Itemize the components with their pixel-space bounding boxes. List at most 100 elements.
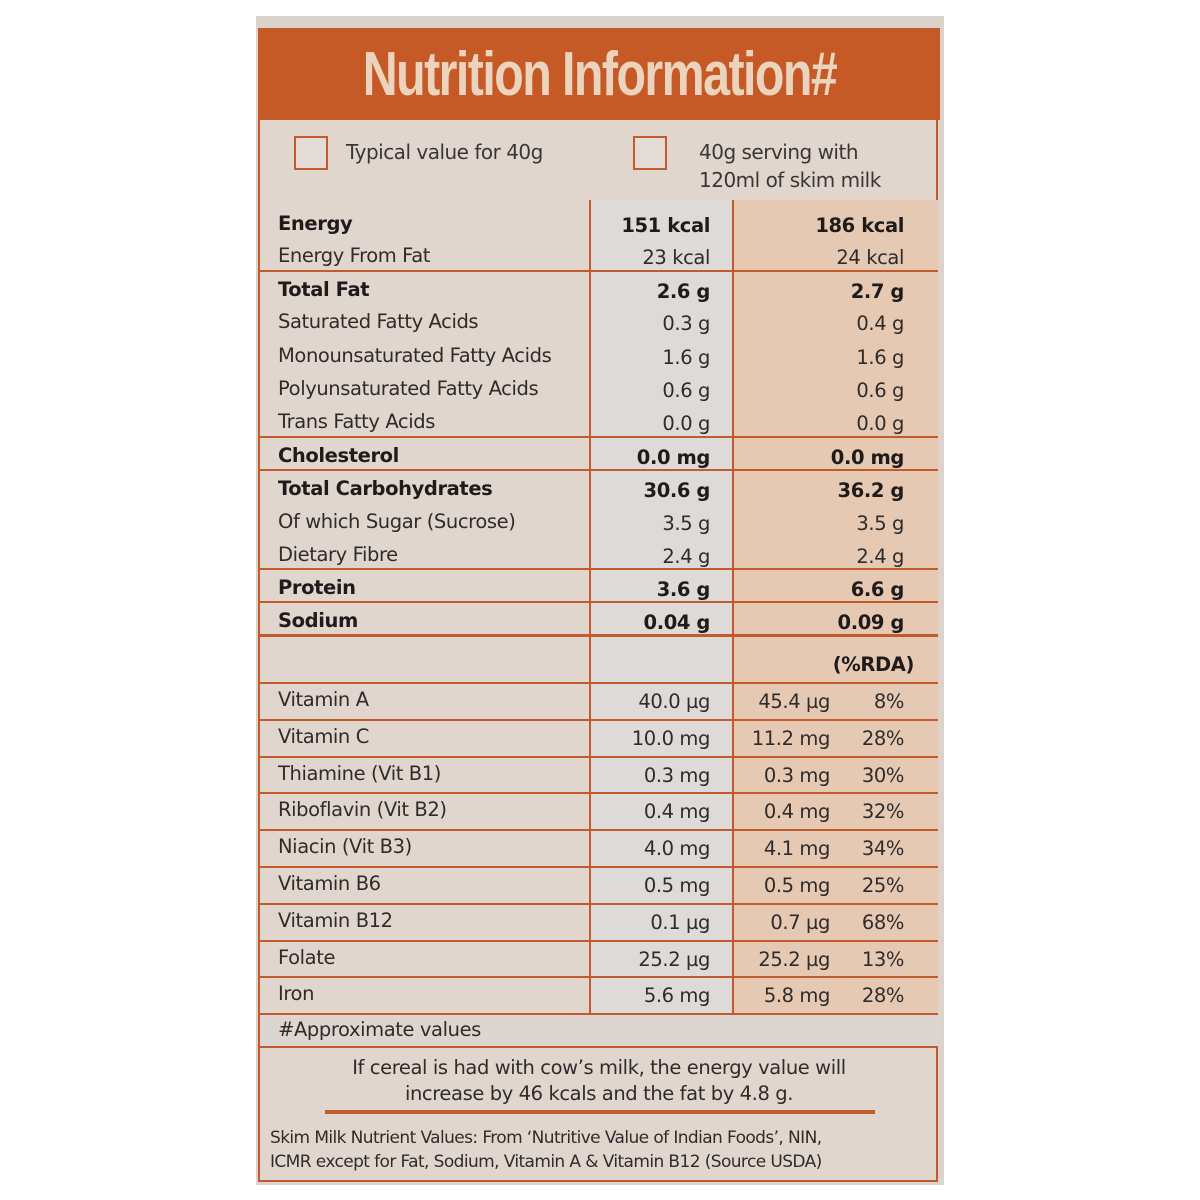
value-with-milk: 0.5 mg: [763, 874, 831, 897]
value-with-milk: 1.6 g: [856, 346, 904, 369]
nutrient-label: Polyunsaturated Fatty Acids: [278, 377, 539, 400]
footnote: #Approximate values: [278, 1018, 481, 1041]
row-divider: [260, 634, 938, 637]
legend-label-milk-line2: 120ml of skim milk: [699, 168, 881, 192]
row-divider: [260, 568, 938, 570]
value-with-milk: 11.2 mg: [751, 727, 831, 750]
value-per-40g: 0.0 g: [662, 412, 710, 435]
row-divider: [260, 270, 938, 272]
rda-header: (%RDA): [832, 653, 915, 676]
nutrient-label: Protein: [278, 576, 356, 599]
rda-percent: 68%: [861, 911, 905, 934]
value-with-milk: 36.2 g: [837, 479, 905, 502]
value-with-milk: 0.09 g: [837, 611, 905, 634]
value-per-40g: 5.6 mg: [643, 984, 711, 1007]
divider-rule: [325, 1110, 875, 1114]
value-with-milk: 0.0 g: [856, 412, 904, 435]
nutrient-label: Dietary Fibre: [278, 543, 398, 566]
value-per-40g: 30.6 g: [643, 479, 711, 502]
rda-percent: 28%: [861, 727, 905, 750]
nutrition-table: Energy 151 kcal 186 kcal Energy From Fat 23 …: [260, 200, 938, 1015]
rda-percent: 28%: [861, 984, 905, 1007]
row-divider: [260, 940, 938, 942]
row-divider: [260, 469, 938, 471]
value-per-40g: 1.6 g: [662, 346, 710, 369]
rda-percent: 32%: [861, 800, 905, 823]
row-divider: [260, 903, 938, 905]
column-legend: Typical value for 40g 40g serving with 1…: [258, 130, 940, 198]
nutrient-label: Energy From Fat: [278, 244, 430, 267]
with-milk-column: [733, 200, 938, 1015]
title-banner: Nutrition Information#: [258, 28, 940, 120]
nutrient-label: Of which Sugar (Sucrose): [278, 510, 516, 533]
source-note: Skim Milk Nutrient Values: From ‘Nutriti…: [270, 1126, 930, 1174]
footnote-wrap: #Approximate values: [260, 1015, 938, 1048]
column-divider: [732, 200, 734, 1015]
value-with-milk: 2.7 g: [850, 280, 905, 303]
vitamin-label: Thiamine (Vit B1): [278, 762, 441, 785]
row-divider: [260, 866, 938, 868]
value-per-40g: 10.0 mg: [631, 727, 711, 750]
page-title: Nutrition Information#: [362, 39, 837, 109]
nutrient-label: Total Carbohydrates: [278, 477, 493, 500]
vitamin-label: Niacin (Vit B3): [278, 835, 412, 858]
value-per-40g: 2.4 g: [662, 545, 710, 568]
value-per-40g: 4.0 mg: [643, 837, 711, 860]
nutrient-label: Sodium: [278, 609, 358, 632]
value-with-milk: 0.0 mg: [830, 446, 905, 469]
nutrient-label: Saturated Fatty Acids: [278, 310, 479, 333]
value-with-milk: 0.3 mg: [763, 764, 831, 787]
value-with-milk: 186 kcal: [815, 214, 904, 237]
value-with-milk: 4.1 mg: [763, 837, 831, 860]
row-divider: [260, 601, 938, 603]
cow-milk-note-line1: If cereal is had with cow’s milk, the en…: [352, 1056, 846, 1079]
source-line1: Skim Milk Nutrient Values: From ‘Nutriti…: [270, 1128, 822, 1148]
rda-percent: 30%: [861, 764, 905, 787]
value-per-40g: 0.04 g: [643, 611, 711, 634]
value-per-40g: 3.5 g: [662, 512, 710, 535]
vitamin-label: Vitamin C: [278, 725, 369, 748]
legend-label-typical: Typical value for 40g: [346, 140, 543, 164]
nutrient-label: Trans Fatty Acids: [278, 410, 436, 433]
value-per-40g: 23 kcal: [642, 246, 710, 269]
per-40g-column: [590, 200, 733, 1015]
value-with-milk: 0.6 g: [856, 379, 904, 402]
rda-percent: 25%: [861, 874, 905, 897]
value-with-milk: 24 kcal: [836, 246, 904, 269]
nutrient-label: Energy: [278, 212, 353, 235]
row-divider: [260, 792, 938, 794]
legend-label-milk: 40g serving with 120ml of skim milk: [699, 130, 881, 194]
row-divider: [260, 1013, 938, 1015]
vitamin-label: Folate: [278, 946, 336, 969]
value-with-milk: 25.2 µg: [758, 948, 830, 971]
value-per-40g: 0.0 mg: [636, 446, 711, 469]
row-divider: [260, 719, 938, 721]
nutrient-label: Monounsaturated Fatty Acids: [278, 344, 552, 367]
value-per-40g: 0.3 mg: [643, 764, 711, 787]
legend-box-peach: [633, 136, 667, 170]
row-divider: [260, 829, 938, 831]
value-per-40g: 3.6 g: [656, 578, 711, 601]
value-per-40g: 0.4 mg: [643, 800, 711, 823]
value-per-40g: 0.1 µg: [650, 911, 710, 934]
value-per-40g: 0.6 g: [662, 379, 710, 402]
nutrient-label: Total Fat: [278, 278, 370, 301]
rda-percent: 8%: [873, 690, 905, 713]
vitamin-label: Iron: [278, 982, 315, 1005]
value-per-40g: 151 kcal: [621, 214, 710, 237]
vitamin-label: Vitamin A: [278, 688, 369, 711]
vitamin-label: Vitamin B12: [278, 909, 393, 932]
rda-percent: 13%: [861, 948, 905, 971]
row-divider: [260, 756, 938, 758]
row-divider: [260, 436, 938, 438]
value-with-milk: 0.7 µg: [770, 911, 830, 934]
row-divider: [260, 682, 938, 684]
cow-milk-note-line2: increase by 46 kcals and the fat by 4.8 …: [404, 1082, 794, 1105]
row-divider: [260, 976, 938, 978]
value-with-milk: 45.4 µg: [758, 690, 830, 713]
rda-percent: 34%: [861, 837, 905, 860]
value-per-40g: 25.2 µg: [638, 948, 710, 971]
vitamin-label: Vitamin B6: [278, 872, 381, 895]
legend-box-light: [294, 136, 328, 170]
source-line2: ICMR except for Fat, Sodium, Vitamin A &…: [270, 1152, 822, 1172]
